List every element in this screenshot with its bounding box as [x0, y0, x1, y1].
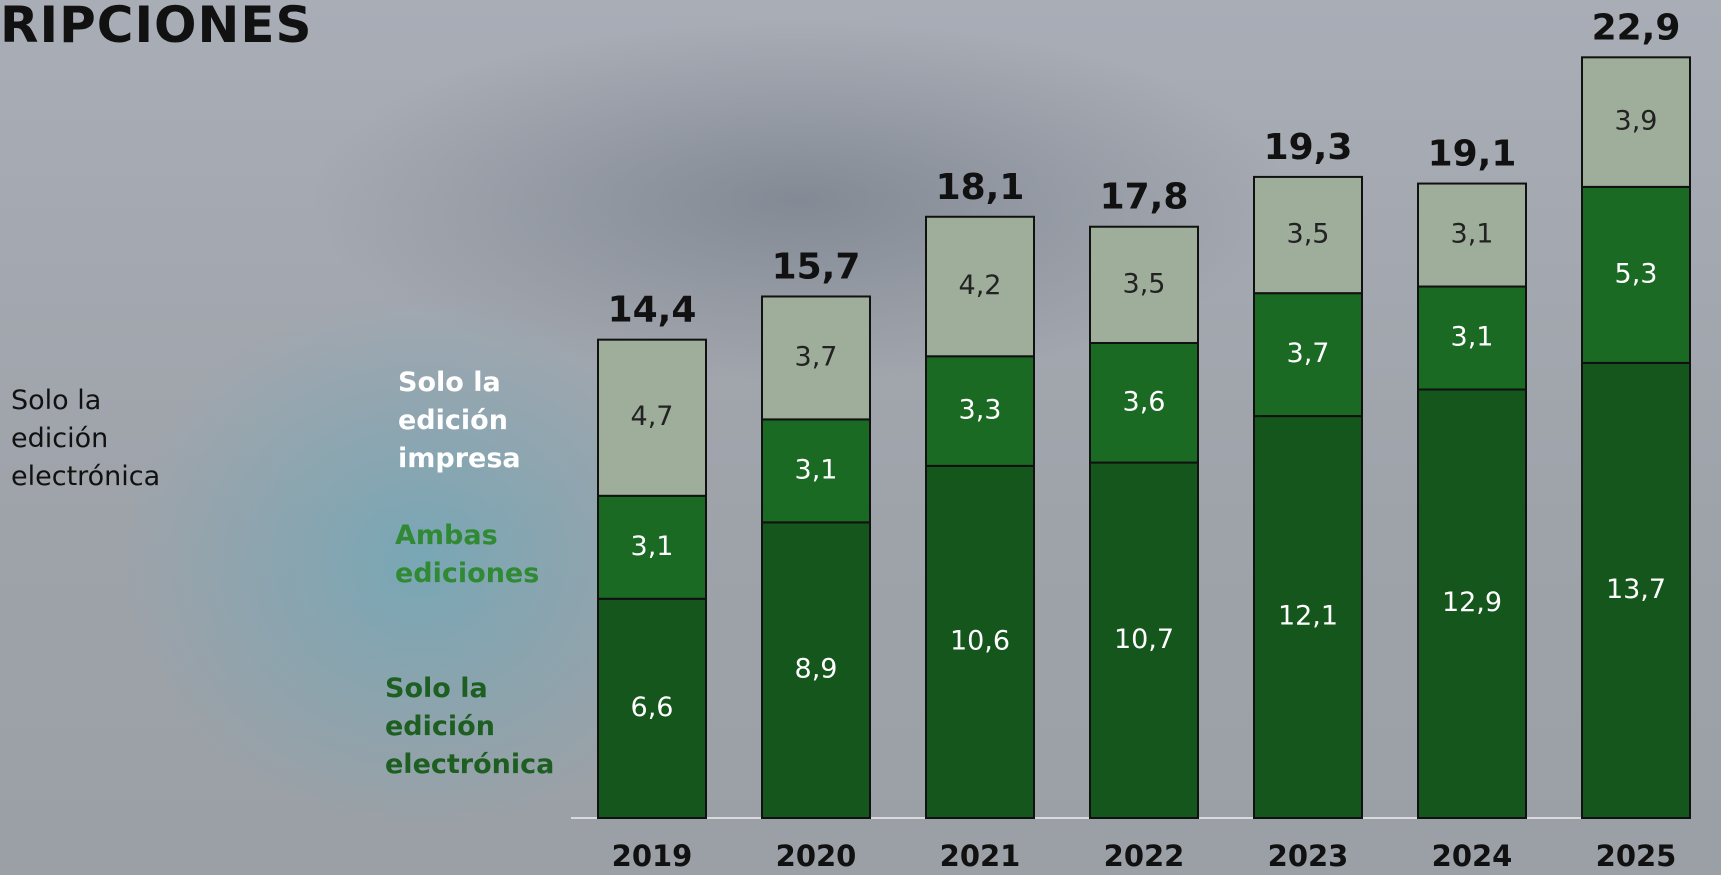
legend-entry: Ambas ediciones: [395, 520, 540, 589]
bar-segment: [1417, 182, 1527, 288]
segment-label: 3,3: [959, 395, 1002, 426]
segment-label: 3,9: [1615, 106, 1658, 137]
segment-label: 3,1: [1451, 322, 1494, 353]
bar-segment: [1417, 285, 1527, 391]
total-label: 18,1: [936, 167, 1025, 208]
bar-segment: [761, 418, 871, 524]
total-label: 17,8: [1100, 177, 1189, 218]
bar-segment: [925, 215, 1035, 358]
segment-label: 3,7: [795, 341, 838, 372]
x-tick-label: 2023: [1268, 839, 1349, 873]
total-label: 15,7: [772, 246, 861, 287]
segment-label: 3,5: [1287, 219, 1330, 250]
segment-label: 4,7: [631, 401, 674, 432]
segment-label: 10,6: [950, 625, 1010, 656]
segment-label: 12,9: [1442, 587, 1502, 618]
segment-label: 12,1: [1278, 601, 1338, 632]
bar-segment: [761, 521, 871, 820]
side-note: Solo la edición electrónica: [11, 385, 161, 492]
slide-title: RIPCIONES: [0, 0, 313, 54]
segment-label: 8,9: [795, 654, 838, 685]
bar-segment: [1581, 56, 1691, 188]
x-tick-label: 2019: [612, 839, 693, 873]
segment-label: 3,1: [795, 454, 838, 485]
segment-label: 10,7: [1114, 624, 1174, 655]
segment-label: 5,3: [1615, 258, 1658, 289]
bar-segment: [925, 464, 1035, 819]
bar-segment: [1253, 415, 1363, 819]
x-tick-label: 2021: [940, 839, 1021, 873]
bar-segment: [1417, 388, 1527, 819]
bar-segment: [1089, 225, 1199, 344]
bar-segment: [1253, 292, 1363, 418]
segment-label: 13,7: [1606, 574, 1666, 605]
total-label: 14,4: [608, 290, 697, 331]
legend-entry: Solo la edición impresa: [398, 367, 521, 474]
segment-label: 3,1: [1451, 219, 1494, 250]
bar-segment: [761, 295, 871, 421]
bar-segment: [1581, 361, 1691, 819]
segment-label: 6,6: [631, 692, 674, 723]
total-label: 22,9: [1592, 7, 1681, 48]
bar-segment: [597, 338, 707, 497]
legend-entry: Solo la edición electrónica: [385, 673, 555, 780]
x-tick-label: 2020: [776, 839, 857, 873]
x-tick-label: 2022: [1104, 839, 1185, 873]
x-tick-label: 2024: [1432, 839, 1513, 873]
segment-label: 3,1: [631, 531, 674, 562]
total-label: 19,3: [1264, 127, 1353, 168]
segment-label: 3,7: [1287, 338, 1330, 369]
segment-label: 3,5: [1123, 268, 1166, 299]
x-tick-label: 2025: [1596, 839, 1677, 873]
segment-label: 3,6: [1123, 386, 1166, 417]
segment-label: 4,2: [959, 270, 1002, 301]
total-label: 19,1: [1428, 134, 1517, 175]
bar-segment: [1253, 175, 1363, 295]
bar-segment: [1089, 461, 1199, 819]
